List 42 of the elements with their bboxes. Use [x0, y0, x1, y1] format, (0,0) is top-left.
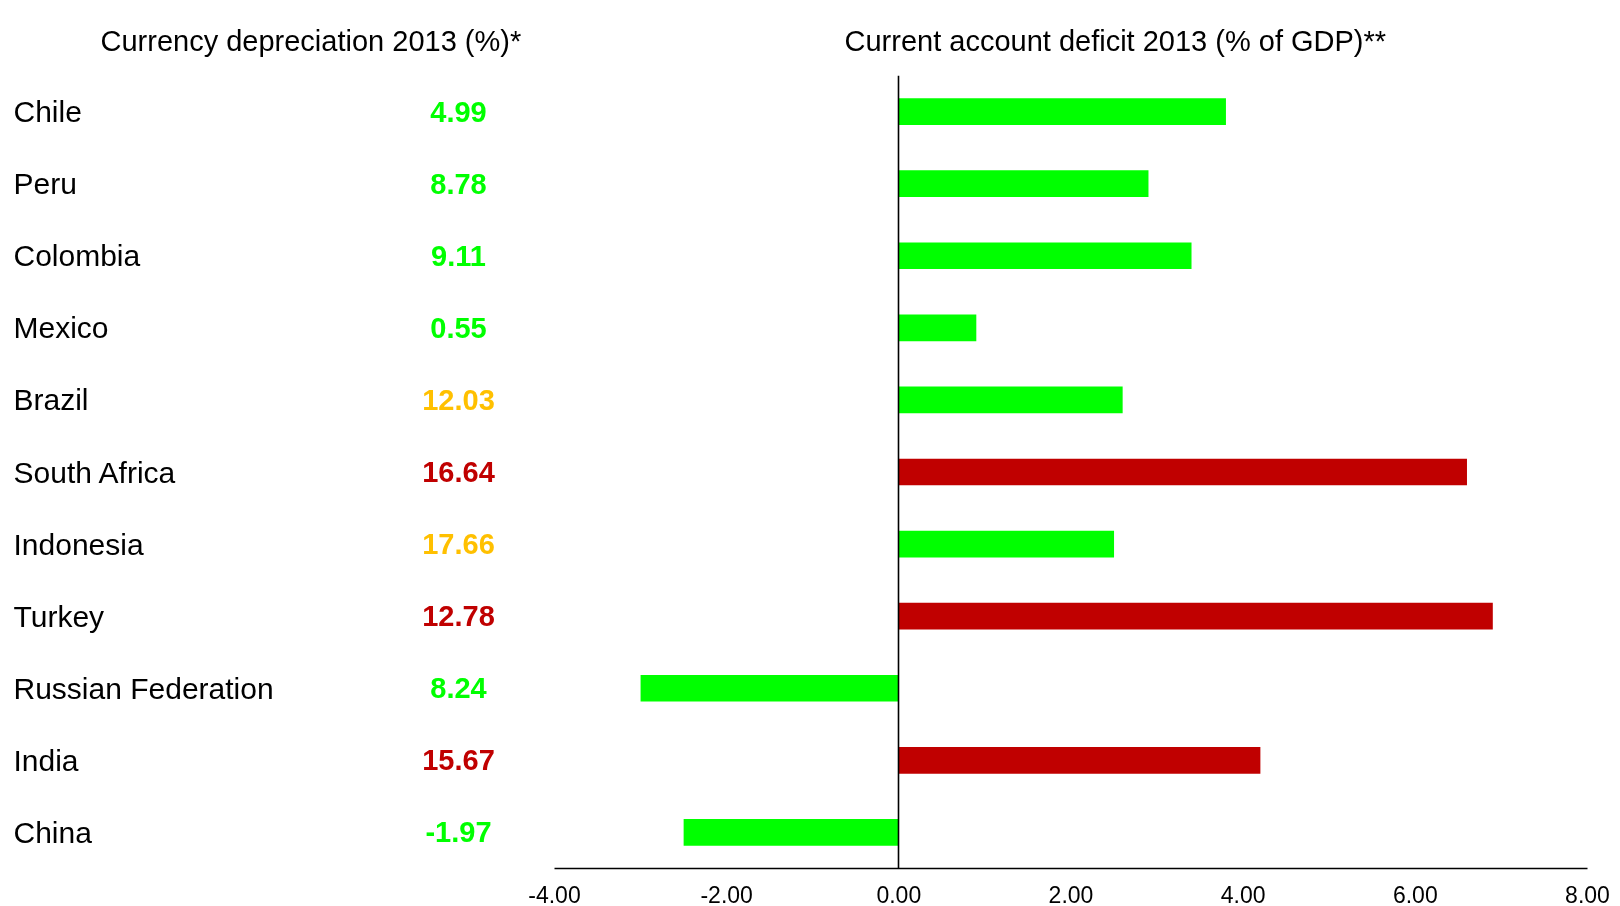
chart-title: Current account deficit 2013 (% of GDP)**: [844, 24, 1387, 57]
category-label: China: [13, 815, 93, 849]
category-label: Indonesia: [13, 527, 144, 561]
data-label: 17.66: [422, 528, 495, 561]
data-label: 8.78: [430, 167, 487, 200]
category-label: Colombia: [13, 239, 141, 273]
data-label: 16.64: [422, 456, 495, 488]
category-label: Chile: [13, 95, 82, 129]
data-label: 15.67: [422, 744, 495, 777]
x-tick-label: 4.00: [1220, 881, 1266, 906]
category-label: India: [13, 743, 79, 777]
data-label: 0.55: [430, 311, 487, 344]
x-tick-label: 0.00: [876, 881, 922, 906]
data-label: -1.97: [425, 816, 492, 849]
x-tick-label: 2.00: [1048, 881, 1094, 906]
bar: [898, 170, 1149, 197]
data-label: 8.24: [430, 672, 487, 705]
category-label: Mexico: [13, 311, 109, 345]
data-label: 12.78: [422, 600, 495, 633]
bar: [898, 314, 977, 342]
category-label: Turkey: [13, 599, 105, 633]
text: Currency depreciation 2013 (%)*: [100, 24, 522, 57]
category-label: South Africa: [13, 455, 176, 489]
data-label: 12.03: [422, 383, 495, 416]
bar: [898, 747, 1261, 774]
bar: [898, 242, 1192, 270]
bar: [898, 602, 1493, 630]
data-label: 9.11: [431, 239, 486, 272]
category-label: Brazil: [13, 383, 89, 417]
x-tick-label: -4.00: [528, 881, 581, 906]
bar: [898, 98, 1226, 125]
category-label: Peru: [13, 167, 77, 201]
bar: [898, 458, 1467, 486]
x-tick-label: 8.00: [1565, 881, 1610, 906]
x-tick-label: 6.00: [1392, 881, 1438, 906]
bar: [898, 530, 1115, 558]
x-tick-label: -2.00: [700, 881, 753, 906]
bar: [683, 819, 899, 846]
category-label: Russian Federation: [13, 671, 274, 705]
bar: [898, 386, 1123, 414]
data-label: 4.99: [430, 95, 487, 128]
bar: [640, 674, 899, 702]
